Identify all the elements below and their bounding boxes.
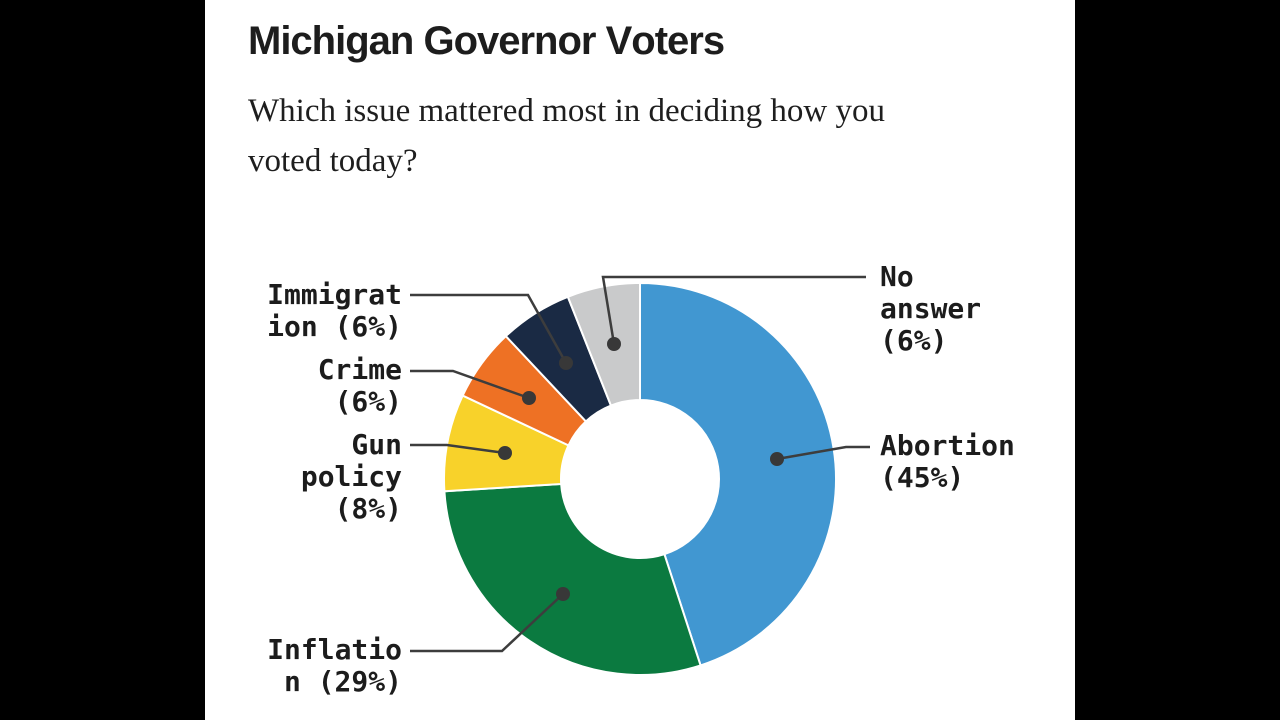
leader-dot-crime <box>522 391 536 405</box>
leader-line-no-answer <box>601 275 866 345</box>
donut-slice-abortion <box>639 281 837 667</box>
slice-label-inflation: Inflatio n (29%) <box>267 634 402 698</box>
slice-label-line: (6%) <box>880 324 948 357</box>
slice-label-immigration: Immigrat ion (6%) <box>267 279 402 343</box>
slice-label-line: answer <box>880 292 982 325</box>
slice-label-gun-policy: Gun policy (8%) <box>301 429 402 525</box>
leader-dot-no-answer <box>607 337 621 351</box>
slice-label-line: (6%) <box>334 385 402 418</box>
chart-question: Which issue mattered most in deciding ho… <box>248 86 885 186</box>
leader-line-inflation <box>410 593 564 653</box>
donut-slice-no-answer <box>566 281 641 407</box>
leader-dot-gun-policy <box>498 446 512 460</box>
page-title: Michigan Governor Voters <box>248 19 725 63</box>
slice-label-line: Crime <box>317 353 402 386</box>
slice-label-line: policy <box>300 460 402 493</box>
slice-label-line: (45%) <box>880 461 965 494</box>
donut-slice-inflation <box>443 482 702 676</box>
slice-label-abortion: Abortion (45%) <box>880 430 1015 494</box>
leader-line-gun-policy <box>410 443 506 455</box>
slice-label-no-answer: No answer (6%) <box>880 261 981 357</box>
slice-label-line: Immigrat <box>267 278 402 311</box>
slice-label-line: Gun <box>351 428 402 461</box>
leader-line-immigration <box>410 293 568 364</box>
leader-dot-immigration <box>559 356 573 370</box>
slice-label-line: ion (6%) <box>267 310 402 343</box>
chart-question-line2: voted today? <box>248 143 418 179</box>
leader-line-crime <box>410 369 530 400</box>
slice-label-line: Inflatio <box>267 633 402 666</box>
slice-label-crime: Crime (6%) <box>318 354 402 418</box>
slice-label-line: n (29%) <box>283 665 402 698</box>
leader-dot-abortion <box>770 452 784 466</box>
slice-label-line: No <box>880 260 914 293</box>
slice-label-line: (8%) <box>334 492 402 525</box>
chart-question-line1: Which issue mattered most in deciding ho… <box>248 93 885 129</box>
slice-label-line: Abortion <box>880 429 1015 462</box>
leader-dot-inflation <box>556 587 570 601</box>
leader-line-abortion <box>776 445 870 461</box>
